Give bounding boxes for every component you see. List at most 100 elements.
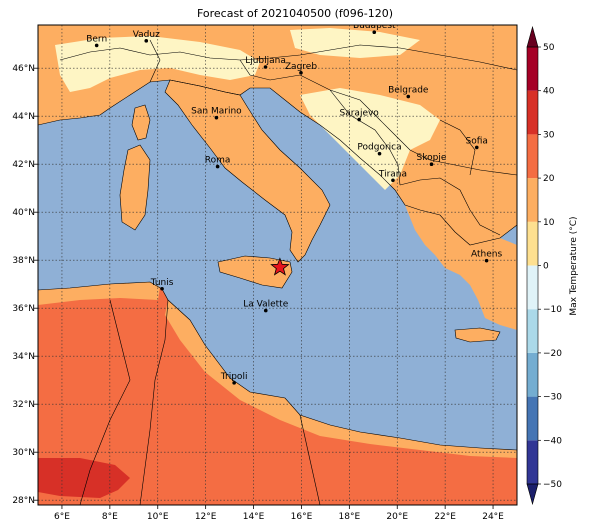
city-dot — [377, 151, 382, 156]
lon-tick-label: 10°E — [147, 512, 169, 522]
city-dot — [232, 381, 236, 385]
colorbar-tick-label: 40 — [543, 87, 555, 97]
city-label: Sarajevo — [340, 109, 380, 119]
lon-tick-label: 16°E — [291, 512, 313, 522]
city-label: Skopje — [417, 153, 447, 163]
colorbar-tick-label: −50 — [543, 480, 562, 490]
lat-tick-label: 46°N — [12, 64, 35, 74]
lat-tick-label: 34°N — [12, 352, 35, 362]
city-label: Belgrade — [388, 86, 429, 96]
italy-land — [165, 80, 330, 262]
colorbar-under-arrow — [526, 483, 539, 506]
graticule — [38, 25, 517, 505]
colorbar-label: Max Temperature (°C) — [569, 216, 579, 315]
city-dot — [263, 308, 268, 313]
city-label: Podgorica — [357, 143, 401, 153]
sicily-land — [218, 256, 292, 288]
lat-tick-label: 30°N — [12, 448, 35, 458]
city-dot — [474, 145, 479, 150]
africa-hot-spot — [38, 458, 130, 498]
north-cool-band — [290, 28, 420, 58]
colorbar-tick-label: −20 — [543, 349, 562, 359]
colorbar-tick-label: 50 — [543, 43, 555, 53]
city-dot — [144, 39, 149, 43]
colorbar-segment — [527, 221, 538, 266]
colorbar-segment — [527, 265, 538, 310]
star-marker — [270, 257, 290, 276]
city-label: La Valette — [243, 300, 288, 310]
lat-tick-label: 38°N — [12, 256, 35, 266]
city-dot — [429, 162, 434, 166]
city-dot — [94, 43, 99, 48]
city-dot — [263, 65, 268, 69]
city-dot — [214, 115, 219, 120]
lat-tick-label: 32°N — [12, 400, 35, 410]
city-label: Athens — [471, 250, 502, 260]
city-label: Budapest — [353, 21, 396, 31]
lon-tick-label: 14°E — [243, 512, 265, 522]
colorbar-segment — [527, 178, 538, 222]
lat-tick-label: 28°N — [12, 496, 35, 506]
city-label: Sofia — [466, 136, 488, 146]
city-dot — [160, 286, 164, 291]
lon-tick-label: 24°E — [482, 512, 504, 522]
colorbar: −50 −40 −30 −20 −10 0 10 20 30 40 50 — [526, 25, 562, 506]
colorbar-segment — [527, 134, 538, 179]
colorbar-segment — [527, 440, 538, 484]
colorbar-segment — [527, 352, 538, 397]
lon-tick-label: 22°E — [434, 512, 456, 522]
city-dot — [372, 30, 377, 34]
lat-tick-label: 42°N — [12, 160, 35, 170]
africa-coast-band — [38, 282, 160, 305]
city-dot — [357, 117, 361, 122]
colorbar-segment — [527, 309, 538, 353]
crete-land — [455, 328, 500, 342]
city-label: Bern — [86, 34, 107, 44]
colorbar-tick-label: 20 — [543, 174, 555, 184]
greece-land — [405, 205, 517, 330]
city-dot — [391, 178, 395, 183]
map-frame — [37, 24, 518, 506]
lon-tick-label: 6°E — [54, 512, 70, 522]
colorbar-segment — [527, 90, 538, 135]
city-label: San Marino — [191, 107, 242, 117]
city-dot — [406, 94, 411, 99]
lat-tick-label: 44°N — [12, 112, 35, 122]
lat-tick-label: 40°N — [12, 208, 35, 218]
colorbar-tick-label: −10 — [543, 305, 562, 315]
colorbar-over-arrow — [526, 25, 539, 48]
city-label: Tunis — [150, 278, 174, 288]
city-label: Zagreb — [285, 62, 317, 72]
colorbar-tick-label: −30 — [543, 393, 562, 403]
city-label: Tripoli — [220, 372, 248, 382]
colorbar-tick-label: −40 — [543, 436, 562, 446]
colorbar-tick-label: 10 — [543, 218, 555, 228]
lon-tick-label: 20°E — [386, 512, 408, 522]
colorbar-segment — [527, 47, 538, 91]
colorbar-segment — [527, 396, 538, 441]
colorbar-tick-label: 30 — [543, 130, 555, 140]
city-label: Roma — [205, 156, 231, 166]
corsica-land — [132, 105, 150, 140]
city-label: Vaduz — [133, 30, 160, 40]
city-label: Ljubljana — [245, 56, 286, 66]
lon-tick-label: 12°E — [195, 512, 217, 522]
city-dot — [299, 70, 303, 75]
latitude-ticks: 28°N 30°N 32°N 34°N 36°N 38°N 40°N 42°N 44°N 46°N — [12, 64, 38, 506]
lat-tick-label: 36°N — [12, 304, 35, 314]
sardinia-land — [120, 145, 150, 230]
city-dot — [215, 164, 220, 169]
location-marker — [270, 257, 290, 276]
city-dot — [484, 258, 489, 263]
lon-tick-label: 18°E — [339, 512, 361, 522]
lon-tick-label: 8°E — [102, 512, 118, 522]
country-borders — [38, 39, 517, 505]
map-title: Forecast of 2021040500 (f096-120) — [197, 7, 393, 20]
city-label: Tirana — [378, 169, 407, 179]
colorbar-tick-label: 0 — [543, 262, 549, 272]
balkan-cool-band — [300, 88, 440, 190]
longitude-ticks: 6°E 8°E 10°E 12°E 14°E 16°E 18°E 20°E 22°E 24°E — [54, 505, 504, 522]
